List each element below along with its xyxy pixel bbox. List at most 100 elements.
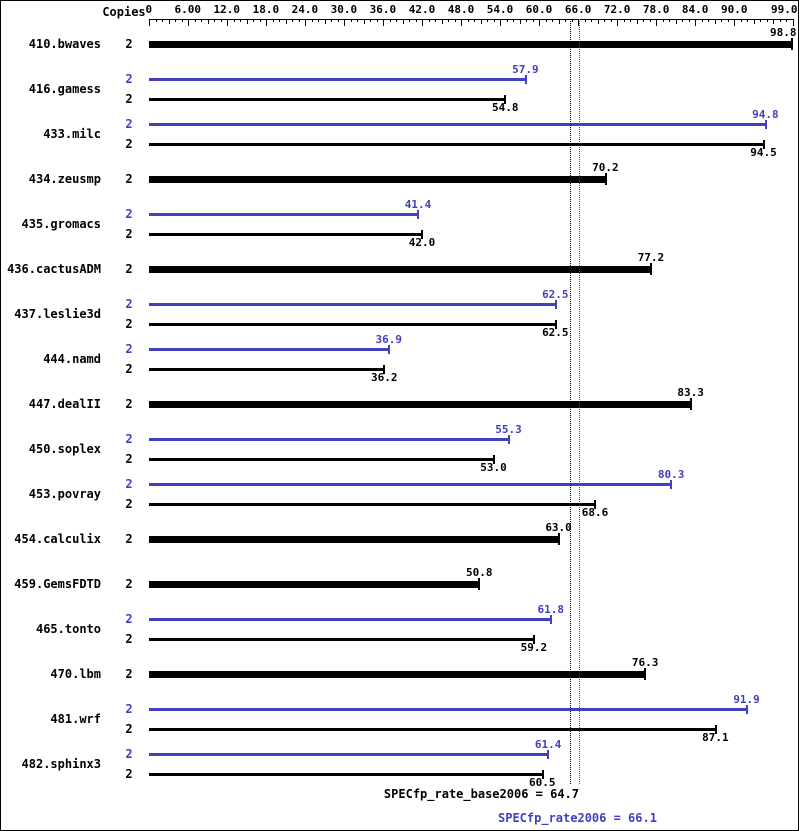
axis-tick	[247, 19, 248, 24]
bar-endcap	[504, 94, 507, 104]
peak-bar	[149, 708, 747, 711]
axis-tick-label: 54.0	[486, 3, 514, 16]
axis-tick	[416, 19, 417, 22]
copies-value: 2	[125, 297, 133, 311]
axis-tick-label: 12.0	[213, 3, 241, 16]
axis-tick	[507, 19, 508, 22]
bar-value-label: 76.3	[631, 656, 659, 669]
copies-value: 2	[125, 532, 133, 546]
base-bar	[149, 176, 606, 183]
axis-tick	[156, 19, 157, 22]
axis-tick	[208, 19, 209, 24]
axis-tick	[201, 19, 202, 22]
axis-tick	[188, 19, 189, 26]
axis-tick	[754, 19, 755, 24]
bar-value-label: 61.8	[537, 603, 565, 616]
axis-tick	[624, 19, 625, 22]
base-bar	[149, 536, 559, 543]
bar-endcap	[554, 319, 557, 329]
base-bar	[149, 581, 480, 588]
base-bar	[149, 503, 596, 506]
axis-tick	[591, 19, 592, 22]
bar-endcap	[790, 38, 793, 50]
axis-tick	[611, 19, 612, 22]
axis-tick	[656, 19, 657, 26]
benchmark-label: 447.dealII	[28, 397, 101, 411]
axis-tick	[195, 19, 196, 22]
axis-tick-label: 36.0	[369, 3, 397, 16]
axis-tick	[370, 19, 371, 22]
axis-tick	[214, 19, 215, 22]
axis-tick	[572, 19, 573, 22]
benchmark-label: 444.namd	[43, 352, 101, 366]
axis-tick	[162, 19, 163, 22]
bar-endcap	[745, 704, 748, 714]
axis-tick	[552, 19, 553, 22]
axis-tick	[728, 19, 729, 22]
bar-endcap	[594, 499, 597, 509]
axis-tick	[273, 19, 274, 22]
bar-value-label: 87.1	[702, 731, 729, 744]
axis-tick	[780, 19, 781, 22]
bar-endcap	[541, 769, 544, 779]
bar-value-label: 57.9	[512, 63, 539, 76]
peak-bar	[149, 618, 551, 621]
bar-endcap	[604, 173, 607, 185]
bar-value-label: 60.5	[529, 776, 556, 789]
peak-reference-line	[579, 19, 580, 784]
bar-value-label: 50.8	[465, 566, 493, 579]
axis-tick	[175, 19, 176, 22]
base-rate-summary: SPECfp_rate_base2006 = 64.7	[383, 787, 579, 801]
bar-value-label: 61.4	[534, 738, 562, 751]
axis-tick	[383, 19, 384, 26]
axis-tick	[708, 19, 709, 22]
base-bar	[149, 773, 543, 776]
benchmark-label: 434.zeusmp	[28, 172, 101, 186]
base-bar	[149, 143, 764, 146]
bar-value-label: 77.2	[637, 251, 665, 264]
axis-tick	[487, 19, 488, 22]
axis-tick-label: 72.0	[603, 3, 631, 16]
base-bar	[149, 458, 494, 461]
axis-tick	[396, 19, 397, 22]
axis-tick-label: 84.0	[681, 3, 709, 16]
bar-value-label: 62.5	[542, 326, 569, 339]
axis-tick	[617, 19, 618, 26]
axis-tick	[747, 19, 748, 22]
copies-value: 2	[125, 262, 133, 276]
benchmark-label: 436.cactusADM	[7, 262, 101, 276]
copies-value: 2	[125, 747, 133, 761]
base-bar	[149, 728, 716, 731]
axis-tick	[533, 19, 534, 22]
bar-endcap	[417, 209, 420, 219]
axis-tick	[240, 19, 241, 22]
axis-tick	[364, 19, 365, 24]
axis-tick	[793, 19, 794, 26]
axis-tick	[390, 19, 391, 22]
copies-value: 2	[125, 702, 133, 716]
benchmark-label: 481.wrf	[50, 712, 101, 726]
base-bar	[149, 671, 646, 678]
bar-endcap	[492, 454, 495, 464]
bar-value-label: 91.9	[733, 693, 760, 706]
bar-endcap	[388, 344, 391, 354]
axis-tick	[299, 19, 300, 22]
axis-tick	[650, 19, 651, 22]
axis-tick	[682, 19, 683, 22]
axis-tick-label: 30.0	[330, 3, 358, 16]
base-bar	[149, 401, 691, 408]
axis-tick-label: 90.0	[720, 3, 748, 16]
axis-tick	[169, 19, 170, 24]
axis-tick	[253, 19, 254, 22]
axis-tick	[234, 19, 235, 22]
copies-value: 2	[125, 37, 133, 51]
benchmark-label: 416.gamess	[28, 82, 101, 96]
copies-value: 2	[125, 317, 133, 331]
benchmark-label: 454.calculix	[14, 532, 101, 546]
axis-tick	[578, 19, 579, 26]
axis-tick-label: 24.0	[291, 3, 319, 16]
bar-endcap	[547, 749, 550, 759]
peak-bar	[149, 348, 390, 351]
